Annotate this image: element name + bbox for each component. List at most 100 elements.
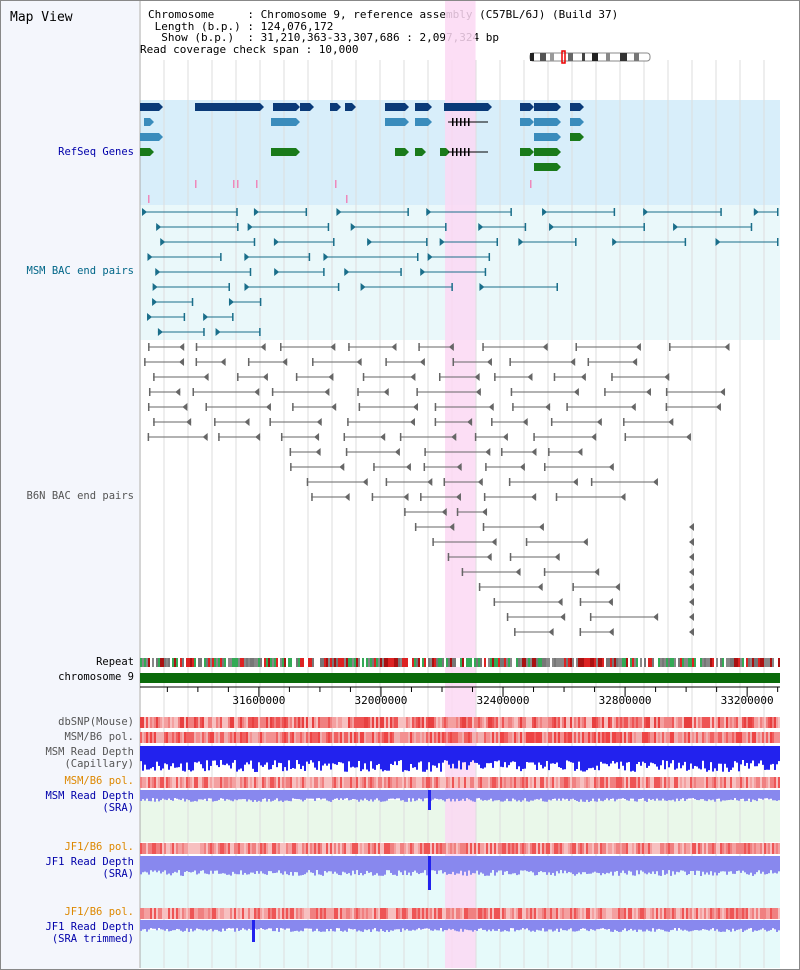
msm-sra-depth-bar (736, 790, 738, 801)
capillary-depth-bar (184, 746, 186, 772)
jf1-trim-depth-bar (158, 920, 160, 929)
jf1-pol-trim-segment (244, 908, 246, 919)
msm-pol-segment (742, 732, 744, 743)
jf1-pol-trim-segment (288, 908, 290, 919)
jf1-trim-depth-bar (172, 920, 174, 931)
capillary-depth-bar (628, 746, 630, 763)
msm-sra-depth-bar (530, 790, 532, 801)
bac-end-marker (344, 268, 350, 276)
jf1-pol-trim-segment (252, 908, 254, 919)
msm-pol-segment (440, 732, 442, 743)
dbsnp-segment (526, 717, 528, 728)
repeat-segment (540, 658, 542, 667)
jf1-sra-depth-bar (208, 856, 210, 875)
msm-pol-segment (498, 732, 500, 743)
bac-end-marker (331, 403, 337, 411)
repeat-segment (462, 658, 464, 667)
msm-pol-segment (142, 732, 144, 743)
msm-pol-sra-segment (306, 777, 308, 788)
jf1-pol-segment (308, 843, 310, 854)
dbsnp-segment (584, 717, 586, 728)
jf1-pol-segment (710, 843, 712, 854)
jf1-pol-trim-segment (746, 908, 748, 919)
capillary-depth-bar (638, 746, 640, 762)
jf1-pol-segment (728, 843, 730, 854)
jf1-pol-trim-segment (560, 908, 562, 919)
repeat-segment (362, 658, 364, 667)
capillary-depth-bar (756, 746, 758, 767)
jf1-trim-depth-bar (206, 920, 208, 931)
msm-pol-segment (346, 732, 348, 743)
label-chromosome: chromosome 9 (58, 671, 134, 683)
msm-pol-sra-segment (390, 777, 392, 788)
jf1-sra-depth-bar (302, 856, 304, 875)
capillary-depth-bar (386, 746, 388, 771)
capillary-depth-bar (642, 746, 644, 762)
capillary-depth-bar (176, 746, 178, 768)
jf1-sra-depth-bar (250, 856, 252, 873)
label-msm-bac-end-pairs[interactable]: MSM BAC end pairs (26, 265, 134, 277)
jf1-trim-depth-bar (336, 920, 338, 929)
jf1-trim-depth-bar (406, 920, 408, 930)
capillary-depth-bar (750, 746, 752, 764)
capillary-depth-bar (606, 746, 608, 765)
bac-end-marker (488, 253, 491, 261)
capillary-depth-bar (762, 746, 764, 765)
jf1-sra-depth-bar (754, 856, 756, 875)
dbsnp-segment (318, 717, 320, 728)
msm-pol-sra-segment (574, 777, 576, 788)
jf1-sra-depth-bar (456, 856, 458, 874)
dbsnp-segment (556, 717, 558, 728)
msm-sra-depth-bar (630, 790, 632, 799)
jf1-pol-segment (142, 843, 144, 854)
jf1-trim-depth-bar (630, 920, 632, 929)
msm-sra-depth-bar (298, 790, 300, 800)
dbsnp-segment (636, 717, 638, 728)
dbsnp-segment (404, 717, 406, 728)
jf1-trim-depth-bar (462, 920, 464, 932)
msm-sra-depth-bar (604, 790, 606, 800)
msm-sra-depth-bar (170, 790, 172, 800)
repeat-segment (568, 658, 570, 667)
repeat-segment (184, 658, 186, 667)
msm-sra-depth-bar (544, 790, 546, 802)
jf1-pol-trim-segment (488, 908, 490, 919)
capillary-depth-bar (408, 746, 410, 772)
msm-sra-depth-bar (384, 790, 386, 802)
ideogram-band (620, 53, 627, 61)
repeat-segment (296, 658, 298, 667)
msm-pol-sra-segment (598, 777, 600, 788)
jf1-pol-trim-segment (152, 908, 154, 919)
jf1-pol-trim-segment (540, 908, 542, 919)
dbsnp-segment (434, 717, 436, 728)
msm-pol-sra-segment (652, 777, 654, 788)
jf1-sra-depth-bar (228, 856, 230, 875)
jf1-sra-depth-bar (438, 856, 440, 871)
msm-pol-segment (674, 732, 676, 743)
msm-pol-segment (538, 732, 540, 743)
jf1-pol-segment (202, 843, 204, 854)
bac-end-marker (572, 478, 578, 486)
jf1-pol-segment (274, 843, 276, 854)
capillary-depth-bar (180, 746, 182, 764)
repeat-segment (330, 658, 332, 667)
jf1-sra-depth-bar (316, 856, 318, 871)
capillary-depth-bar (446, 746, 448, 761)
msm-pol-segment (156, 732, 158, 743)
dbsnp-segment (262, 717, 264, 728)
repeat-segment (676, 658, 678, 667)
msm-sra-depth-bar (622, 790, 624, 799)
jf1-trim-depth-bar (776, 920, 778, 932)
jf1-pol-segment (732, 843, 734, 854)
msm-pol-sra-segment (554, 777, 556, 788)
repeat-segment (434, 658, 436, 667)
repeat-segment (452, 658, 454, 667)
msm-pol-segment (140, 732, 142, 743)
jf1-pol-trim-segment (300, 908, 302, 919)
msm-sra-depth-bar (688, 790, 690, 799)
bac-end-marker (186, 418, 192, 426)
label-refseq-genes[interactable]: RefSeq Genes (58, 146, 134, 158)
label-b6n-bac-end-pairs[interactable]: B6N BAC end pairs (26, 490, 134, 502)
capillary-depth-bar (258, 746, 260, 763)
